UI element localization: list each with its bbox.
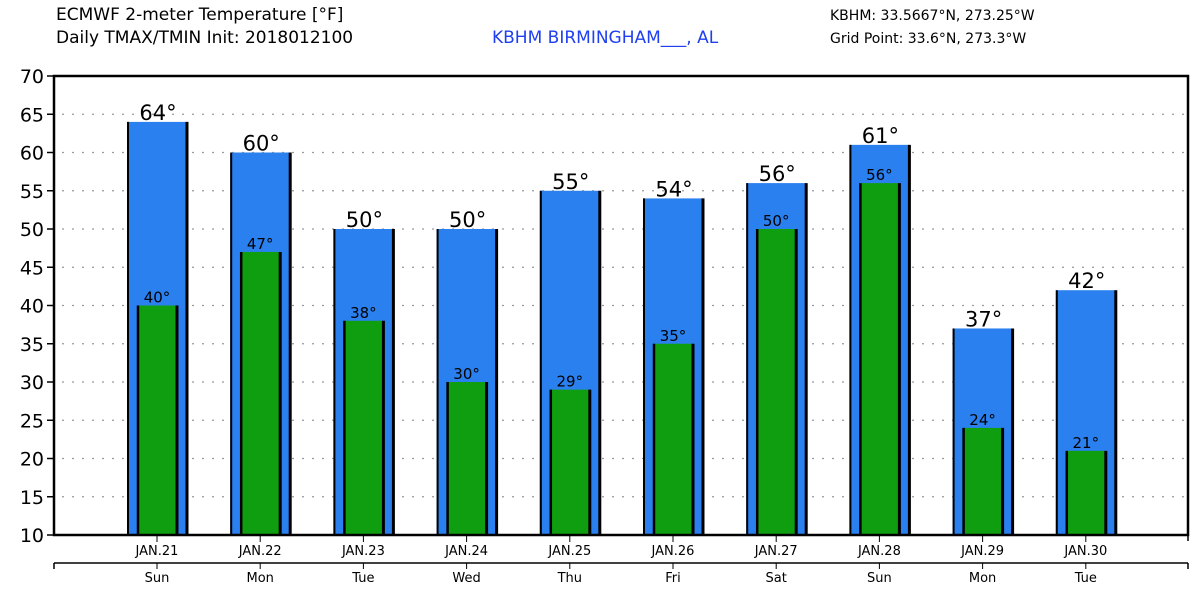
weekday-label: Sun [145,571,170,586]
y-tick-label: 10 [20,525,44,547]
chart-title: ECMWF 2-meter Temperature [°F] [56,5,344,25]
station-name: KBHM BIRMINGHAM___, AL [492,28,719,48]
tmax-label: 60° [243,132,280,156]
tmin-bar [446,382,487,535]
tmin-label: 24° [969,411,996,429]
tmin-label: 40° [144,289,171,307]
tmax-label: 61° [862,124,899,148]
axes [47,74,1190,569]
weekday-label: Fri [665,571,681,586]
bars [127,121,1118,536]
x-tick-label: JAN.30 [1063,544,1107,559]
y-tick-label: 25 [20,410,44,432]
labels: 10 15 20 25 30 35 40 45 50 55 60 65 70 64° 40° JAN.21 Su… [20,66,1107,586]
weekday-label: Wed [452,571,480,586]
x-tick-label: JAN.28 [857,544,901,559]
tmin-label: 38° [350,304,377,322]
y-tick-label: 55 [20,181,44,203]
y-tick-label: 20 [20,449,44,471]
plot-frame [52,74,1190,537]
tmin-bar [653,343,693,535]
tmax-label: 37° [965,307,1002,331]
y-tick-label: 40 [20,296,44,318]
tmin-bar [343,320,384,535]
gridlines [62,113,1184,498]
tmax-label: 42° [1068,269,1105,293]
tmin-label: 50° [763,212,790,230]
tmin-bar [549,389,590,535]
tmax-label: 54° [655,177,692,201]
x-tick-label: JAN.24 [444,544,488,559]
tmin-bar [962,427,1003,535]
x-tick-label: JAN.29 [960,544,1004,559]
weekday-label: Tue [1074,571,1097,586]
station-coordinates: KBHM: 33.5667°N, 273.25°W [830,8,1035,24]
tmin-label: 30° [453,365,480,383]
tmax-label: 50° [346,208,383,232]
tmax-label: 64° [139,101,176,125]
weekday-label: Thu [557,571,582,586]
x-tick-label: JAN.22 [238,544,282,559]
x-tick-label: JAN.25 [547,544,591,559]
y-tick-label: 15 [20,487,44,509]
tmin-label: 21° [1073,434,1100,452]
y-tick-label: 30 [20,372,44,394]
tmax-label: 55° [552,170,589,194]
y-tick-label: 45 [20,257,44,279]
x-tick-label: JAN.21 [135,544,179,559]
y-tick-label: 65 [20,104,44,126]
tmin-bar [859,183,900,535]
tmin-bar [240,251,281,535]
y-tick-label: 35 [20,334,44,356]
y-tick-label: 70 [20,66,44,88]
tmax-label: 56° [759,162,796,186]
y-tick-label: 50 [20,219,44,241]
tmin-bar [137,305,177,535]
grid-point-coordinates: Grid Point: 33.6°N, 273.3°W [830,31,1027,47]
weekday-label: Mon [969,571,996,586]
x-tick-label: JAN.23 [341,544,385,559]
tmin-label: 35° [660,327,687,345]
tmin-bar [756,229,797,535]
tmin-label: 29° [557,373,584,391]
tmin-label: 47° [247,235,274,253]
y-tick-label: 60 [20,143,44,165]
weekday-label: Sun [867,571,892,586]
weekday-label: Sat [766,571,787,586]
chart-subtitle: Daily TMAX/TMIN Init: 2018012100 [56,28,354,48]
tmin-label: 56° [866,166,893,184]
tmin-bar [1065,450,1106,535]
x-tick-label: JAN.27 [754,544,798,559]
x-tick-label: JAN.26 [651,544,695,559]
weekday-label: Mon [246,571,273,586]
weekday-label: Tue [351,571,374,586]
tmax-label: 50° [449,208,486,232]
